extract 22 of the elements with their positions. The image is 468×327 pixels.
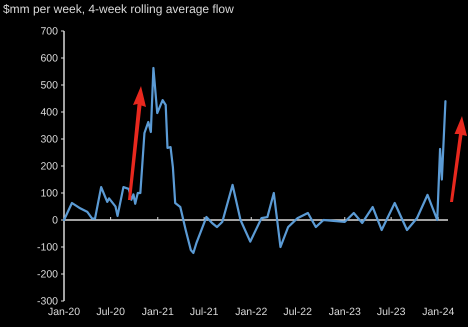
x-tick-label: Jan-22	[235, 306, 268, 318]
x-tick-label: Jul-20	[96, 306, 126, 318]
y-tick-label: 300	[40, 134, 58, 146]
y-tick-label: 100	[40, 188, 58, 200]
chart-title: $mm per week, 4-week rolling average flow	[3, 2, 234, 16]
x-tick-label: Jan-20	[48, 306, 80, 318]
x-tick-label: Jan-21	[142, 306, 174, 318]
x-tick-label: Jan-24	[422, 306, 454, 318]
line-series	[62, 66, 447, 254]
y-tick-label: -200	[36, 268, 58, 281]
y-tick-label: 200	[40, 160, 58, 173]
y-tick-label: 0	[52, 214, 58, 227]
y-tick-label: -300	[36, 296, 58, 308]
y-tick-label: -100	[36, 242, 58, 254]
x-tick-label: Jul-22	[283, 306, 312, 318]
y-tick-label: 700	[40, 26, 58, 38]
y-tick-label: 500	[40, 80, 58, 92]
y-tick-label: 600	[40, 52, 58, 65]
x-tick-label: Jul-21	[190, 306, 219, 318]
x-tick-label: Jan-23	[328, 306, 361, 318]
x-tick-label: Jul-23	[376, 306, 406, 318]
y-tick-label: 400	[40, 106, 58, 119]
